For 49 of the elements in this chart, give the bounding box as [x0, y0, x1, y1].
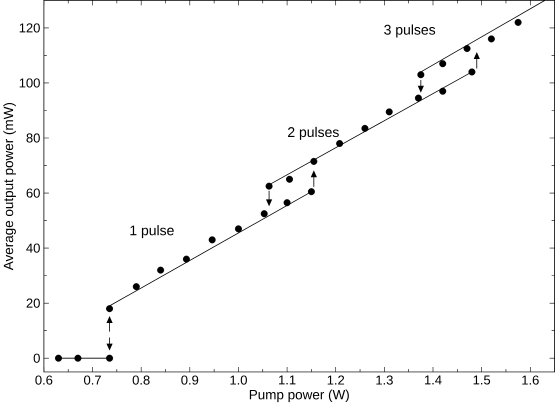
- y-tick-label: 60: [26, 188, 40, 198]
- y-tick-label: 0: [34, 353, 40, 363]
- point: [414, 94, 422, 102]
- x-tick-label: 0.8: [132, 375, 150, 384]
- x-tick-label: 1.2: [328, 375, 344, 384]
- point: [132, 282, 140, 290]
- x-tick-label: 1.6: [522, 375, 539, 384]
- point: [468, 68, 476, 76]
- point: [464, 44, 471, 52]
- x-axis-title: Pump power (W): [250, 389, 349, 402]
- point: [439, 88, 446, 95]
- point: [260, 210, 268, 218]
- y-tick-label: 120: [20, 23, 40, 32]
- point: [361, 124, 368, 132]
- y-tick-label: 20: [26, 298, 40, 308]
- x-tick-label: 0.7: [84, 375, 101, 384]
- x-tick-label: 1.4: [424, 375, 442, 384]
- y-axis-title: Average output power (mW): [3, 102, 16, 270]
- point: [514, 18, 522, 26]
- y-tick-label: 80: [26, 133, 40, 142]
- y-tick-label: 40: [26, 243, 40, 253]
- point: [336, 140, 344, 147]
- point: [182, 255, 190, 262]
- x-tick-label: 1.3: [376, 375, 393, 384]
- point: [74, 354, 82, 362]
- x-tick-label: 1.5: [474, 375, 490, 384]
- point: [488, 35, 495, 42]
- point: [234, 225, 242, 232]
- point: [310, 158, 318, 165]
- annotation: 3 pulses: [384, 24, 436, 38]
- point: [286, 176, 294, 183]
- point: [308, 188, 315, 195]
- x-tick-label: 0.6: [35, 375, 52, 384]
- point: [106, 304, 114, 312]
- point: [284, 199, 291, 206]
- annotation: 2 pulses: [288, 126, 339, 140]
- point: [106, 354, 114, 362]
- point: [54, 354, 62, 362]
- annotation: 1 pulse: [130, 224, 174, 238]
- y-tick-label: 100: [20, 78, 40, 88]
- x-tick-label: 1.0: [230, 375, 247, 384]
- point: [266, 182, 273, 190]
- x-tick-label: 1.1: [279, 375, 296, 384]
- point: [439, 60, 446, 67]
- point: [157, 266, 164, 274]
- x-tick-label: 0.9: [181, 375, 198, 384]
- point: [386, 108, 393, 116]
- point: [208, 236, 216, 244]
- point: [417, 71, 424, 78]
